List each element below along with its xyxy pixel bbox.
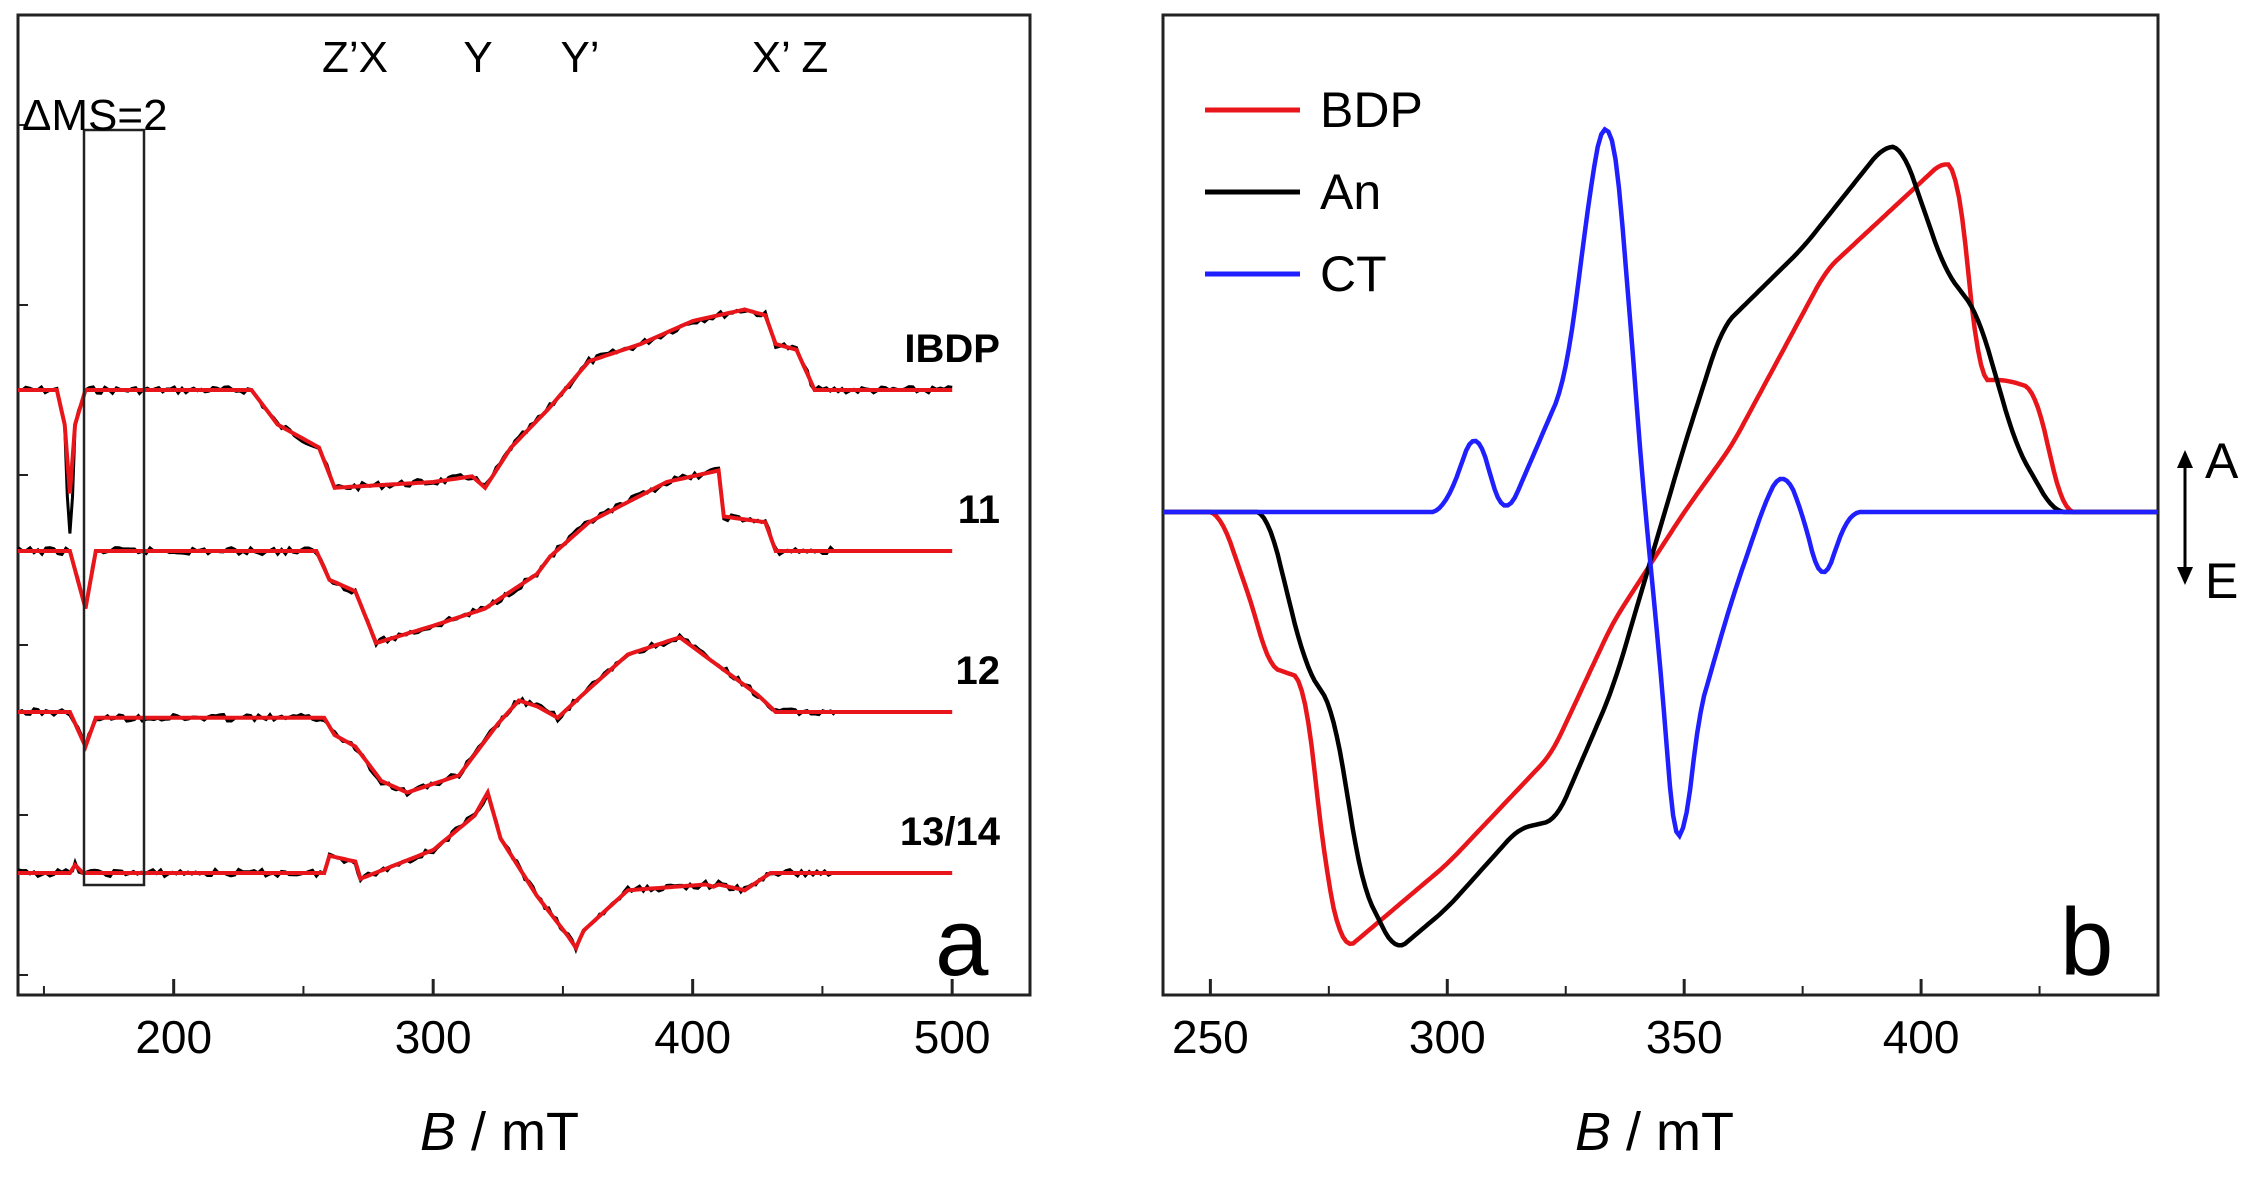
panel-b-xtick-label: 350 (1646, 1011, 1723, 1063)
panel-b-frame (1161, 13, 2160, 997)
legend-label-An: An (1320, 164, 1381, 220)
panel-b-xtick-label: 300 (1409, 1011, 1486, 1063)
panel-letter-b: b (2060, 889, 2113, 996)
panel-a-feature-label: Z’X (322, 33, 388, 82)
panel-b-xtick-label: 400 (1883, 1011, 1960, 1063)
panel-b-plot: 250 300 350 400 BDP An CT (1163, 82, 2158, 1063)
panel-a-sim-trace-12 (18, 635, 953, 795)
legend-label-BDP: BDP (1320, 82, 1423, 138)
panel-a-sim-trace-13-14 (18, 787, 953, 952)
panel-a-trace-label: 12 (956, 649, 1001, 693)
panel-a-exp-trace-IBDP (17, 308, 953, 534)
panel-b-trace-BDP (1163, 162, 2158, 947)
panel-a-trace-label: IBDP (904, 327, 1000, 371)
panel-a-xtick-label: 400 (654, 1011, 731, 1063)
arrow-down-head (2177, 567, 2193, 585)
panel-a-xlabel: B / mT (420, 1102, 579, 1162)
panel-a-exp-trace-11 (17, 466, 836, 649)
panel-b-xlabel: B / mT (1575, 1102, 1734, 1162)
panel-a-feature-label: Y (463, 33, 492, 82)
panel-a-trace-label: 13/14 (900, 810, 1001, 854)
panel-letter-a: a (935, 889, 989, 996)
panel-b-xtick-label: 250 (1172, 1011, 1249, 1063)
panel-a-trace-label: 11 (958, 488, 1000, 532)
panel-a-plot: 200 300 400 500 IBDP 11 12 13/14 Z’X Y Y’ X’ Z (17, 33, 1001, 1063)
arrow-up-head (2177, 450, 2193, 468)
legend-label-CT: CT (1320, 246, 1387, 302)
panel-a-xtick-label: 300 (395, 1011, 472, 1063)
panel-a-feature-label: X’ Z (752, 33, 829, 82)
panel-a-xtick-label: 200 (135, 1011, 212, 1063)
panel-b-trace-CT (1163, 126, 2158, 841)
panel-b-trace-An (1163, 144, 2158, 948)
panel-a-feature-label: Y’ (560, 33, 599, 82)
panel-a-sim-trace-IBDP (18, 307, 953, 494)
panel-a-xtick-label: 500 (914, 1011, 991, 1063)
delta-ms-label: ΔMS=2 (22, 91, 168, 140)
panel-a-frame (16, 13, 1032, 997)
absorption-label: A (2205, 433, 2239, 489)
emission-label: E (2205, 553, 2238, 609)
panel-a-sim-trace-11 (18, 468, 953, 646)
delta-ms-box (82, 128, 146, 887)
